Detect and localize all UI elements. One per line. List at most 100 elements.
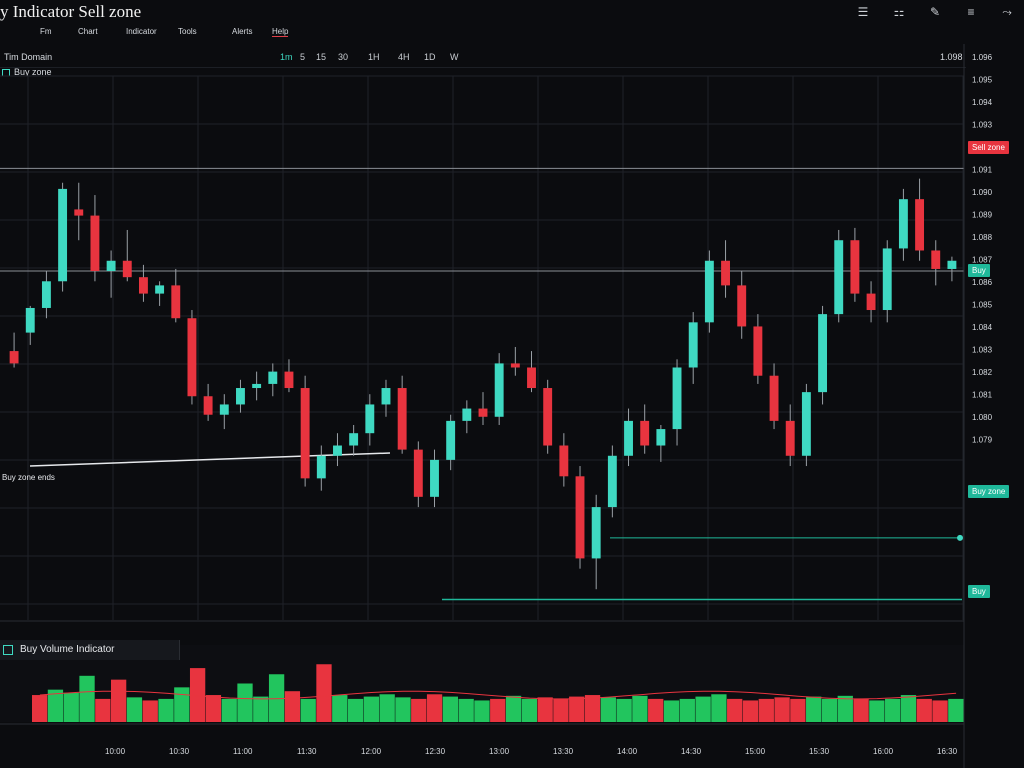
- timeframe-w[interactable]: W: [450, 52, 459, 62]
- buy-zone-dot: [957, 534, 963, 541]
- volume-bar: [126, 697, 143, 722]
- menu-item-tools[interactable]: Tools: [178, 27, 197, 36]
- timeframe-30[interactable]: 30: [338, 52, 349, 62]
- volume-bar: [648, 698, 664, 722]
- time-axis-tick: 12:00: [361, 747, 382, 756]
- candle-body: [138, 277, 148, 294]
- volume-bar: [711, 694, 727, 722]
- candle-body: [397, 388, 407, 450]
- candle-body: [122, 260, 132, 278]
- volume-bar: [679, 698, 695, 722]
- candle-body: [559, 445, 569, 477]
- volume-bar: [63, 692, 79, 722]
- candle-body: [753, 326, 763, 376]
- volume-bar: [189, 668, 206, 722]
- volume-bar: [284, 691, 301, 722]
- volume-bar: [600, 697, 616, 722]
- menu-item-help[interactable]: Help: [272, 27, 289, 37]
- price-axis-tick: 1.094: [972, 98, 993, 107]
- menu-item-chart[interactable]: Chart: [78, 27, 98, 36]
- toolbar-price: 1.098: [940, 52, 963, 62]
- candle-body: [90, 215, 100, 272]
- volume-pane-header[interactable]: Buy Volume Indicator: [0, 640, 180, 660]
- price-axis-tick: 1.086: [972, 278, 993, 287]
- candle-body: [349, 433, 359, 446]
- volume-bar: [821, 698, 838, 722]
- candle-body: [656, 429, 666, 446]
- price-axis-tick: 1.083: [972, 346, 993, 355]
- volume-bar: [727, 698, 743, 722]
- volume-bar: [395, 697, 411, 722]
- timeframe-1d[interactable]: 1D: [424, 52, 436, 62]
- menu-item-file[interactable]: Fm: [40, 27, 52, 36]
- volume-bar: [616, 698, 632, 722]
- candle-body: [543, 388, 553, 446]
- time-axis-tick: 10:00: [105, 747, 126, 756]
- menu-bar: Fm Chart Indicator Tools Alerts Help: [0, 26, 1024, 40]
- price-axis-tick: 1.087: [972, 256, 993, 265]
- candle-body: [413, 449, 423, 497]
- volume-pane-title: Buy Volume Indicator: [20, 644, 115, 655]
- price-axis-tick: 1.079: [972, 436, 993, 445]
- candle-body: [106, 260, 116, 272]
- candle-body: [510, 363, 520, 368]
- timeframe-15[interactable]: 15: [316, 52, 327, 62]
- time-axis-tick: 10:30: [169, 747, 190, 756]
- list-icon[interactable]: ≡: [967, 5, 975, 19]
- menu-item-indicator[interactable]: Indicator: [126, 27, 157, 36]
- candle-body: [171, 285, 181, 319]
- sliders-icon[interactable]: ⚏: [893, 5, 905, 19]
- volume-bar: [268, 674, 285, 722]
- symbol-label[interactable]: Tim Domain: [4, 52, 53, 62]
- candle-body: [801, 392, 811, 456]
- time-axis-tick: 15:00: [745, 747, 766, 756]
- menu-icon[interactable]: ☰: [857, 5, 869, 19]
- volume-bar: [221, 698, 237, 722]
- volume-bar: [442, 696, 459, 722]
- volume-bar: [521, 698, 537, 722]
- price-axis-tick: 1.085: [972, 301, 993, 310]
- volume-bar: [932, 700, 948, 722]
- volume-bar: [95, 698, 111, 722]
- chart-icon[interactable]: ⤳: [1002, 4, 1012, 19]
- volume-bar: [142, 700, 158, 722]
- volume-bar: [505, 695, 522, 722]
- candle-body: [74, 209, 84, 216]
- trend-line: [29, 452, 391, 467]
- candle-body: [494, 363, 504, 417]
- candle-body: [818, 314, 828, 393]
- time-axis-tick: 13:30: [553, 747, 574, 756]
- volume-bar: [695, 696, 711, 722]
- volume-bar: [742, 700, 759, 722]
- candle-body: [704, 260, 714, 323]
- app-title: y Indicator Sell zone: [0, 2, 142, 21]
- candle-body: [882, 248, 892, 311]
- candle-body: [268, 371, 278, 384]
- time-axis-tick: 16:30: [937, 747, 958, 756]
- candle-body: [252, 383, 262, 389]
- candle-body: [850, 240, 860, 294]
- timeframe-1h[interactable]: 1H: [368, 52, 380, 62]
- timeframe-4h[interactable]: 4H: [398, 52, 410, 62]
- candle-body: [607, 455, 617, 508]
- price-axis-tick: 1.080: [972, 413, 993, 422]
- volume-icon: [3, 645, 13, 655]
- menu-item-alerts[interactable]: Alerts: [232, 27, 253, 36]
- volume-bar: [47, 689, 64, 722]
- timeframe-5[interactable]: 5: [300, 52, 306, 62]
- candle-body: [721, 260, 730, 286]
- candle-body: [203, 396, 213, 415]
- volume-bar: [837, 695, 853, 722]
- volume-bar: [774, 697, 790, 722]
- candle-body: [575, 476, 585, 559]
- timeframe-1m[interactable]: 1m: [280, 52, 293, 62]
- volume-bar: [885, 698, 901, 722]
- time-axis-tick: 12:30: [425, 747, 446, 756]
- volume-bar: [237, 683, 253, 722]
- time-axis-tick: 13:00: [489, 747, 510, 756]
- candle-body: [9, 351, 19, 364]
- pen-icon[interactable]: ✎: [929, 5, 941, 19]
- volume-bar: [458, 698, 474, 722]
- volume-bar: [853, 698, 869, 722]
